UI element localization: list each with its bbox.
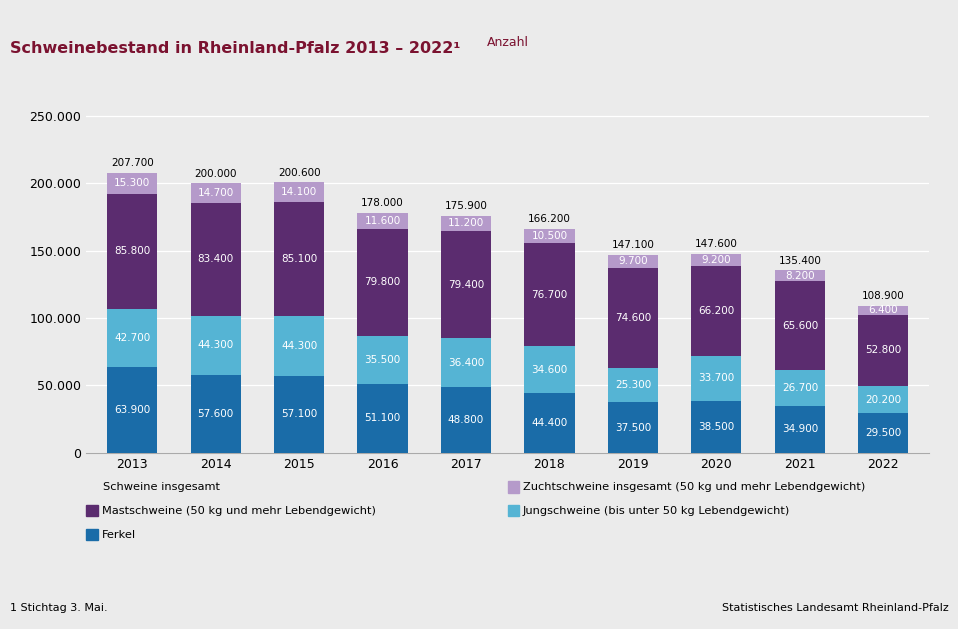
Text: Jungschweine (bis unter 50 kg Lebendgewicht): Jungschweine (bis unter 50 kg Lebendgewi…	[523, 506, 790, 516]
Text: 44.400: 44.400	[532, 418, 567, 428]
Text: 85.100: 85.100	[281, 254, 317, 264]
Text: 35.500: 35.500	[364, 355, 400, 365]
Text: 33.700: 33.700	[698, 373, 735, 383]
Bar	[274, 316, 324, 376]
Text: 11.200: 11.200	[448, 218, 484, 228]
Text: Mastschweine (50 kg und mehr Lebendgewicht): Mastschweine (50 kg und mehr Lebendgewic…	[102, 506, 376, 516]
Text: 44.300: 44.300	[281, 341, 317, 351]
Bar	[858, 386, 908, 413]
Bar	[191, 203, 240, 316]
Bar	[858, 314, 908, 386]
Text: Statistisches Landesamt Rheinland-Pfalz: Statistisches Landesamt Rheinland-Pfalz	[721, 603, 948, 613]
Text: 74.600: 74.600	[615, 313, 651, 323]
Text: 108.900: 108.900	[862, 291, 904, 301]
Text: 79.800: 79.800	[364, 277, 400, 287]
Text: 44.300: 44.300	[197, 340, 234, 350]
Text: 178.000: 178.000	[361, 198, 404, 208]
Text: 1 Stichtag 3. Mai.: 1 Stichtag 3. Mai.	[10, 603, 107, 613]
Text: 57.100: 57.100	[281, 409, 317, 420]
Text: 48.800: 48.800	[448, 415, 484, 425]
Bar	[274, 182, 324, 201]
Text: 8.200: 8.200	[785, 271, 814, 281]
Bar	[441, 338, 491, 387]
Text: Zuchtschweine insgesamt (50 kg und mehr Lebendgewicht): Zuchtschweine insgesamt (50 kg und mehr …	[523, 482, 865, 493]
Bar	[775, 370, 825, 406]
Text: 26.700: 26.700	[782, 383, 818, 393]
Text: 63.900: 63.900	[114, 405, 150, 415]
Text: 51.100: 51.100	[364, 413, 400, 423]
Bar	[357, 384, 407, 453]
Text: 37.500: 37.500	[615, 423, 651, 433]
Text: 166.200: 166.200	[528, 214, 571, 224]
Text: Anzahl: Anzahl	[487, 36, 529, 49]
Text: Ferkel: Ferkel	[102, 530, 136, 540]
Bar	[775, 281, 825, 370]
Text: 175.900: 175.900	[445, 201, 488, 211]
Text: 147.100: 147.100	[611, 240, 654, 250]
Text: 14.100: 14.100	[281, 187, 317, 197]
Text: 36.400: 36.400	[448, 357, 484, 367]
Text: 34.600: 34.600	[532, 365, 567, 375]
Text: 79.400: 79.400	[448, 279, 484, 289]
Text: 20.200: 20.200	[865, 394, 901, 404]
Text: 76.700: 76.700	[532, 290, 567, 299]
Bar	[274, 201, 324, 316]
Bar	[441, 387, 491, 453]
Bar	[107, 367, 157, 453]
Text: 14.700: 14.700	[197, 188, 234, 198]
Bar	[357, 228, 407, 336]
Bar	[107, 173, 157, 194]
Text: 66.200: 66.200	[698, 306, 735, 316]
Text: 135.400: 135.400	[779, 255, 821, 265]
Bar	[107, 309, 157, 367]
Text: 42.700: 42.700	[114, 333, 150, 343]
Text: 25.300: 25.300	[615, 381, 651, 390]
Text: 147.600: 147.600	[695, 239, 738, 249]
Text: Schweine insgesamt: Schweine insgesamt	[103, 482, 220, 493]
Text: 207.700: 207.700	[111, 159, 153, 168]
Text: 38.500: 38.500	[698, 422, 735, 432]
Bar	[524, 229, 575, 243]
Text: Schweinebestand in Rheinland-Pfalz 2013 – 2022¹: Schweinebestand in Rheinland-Pfalz 2013 …	[10, 41, 460, 56]
Bar	[775, 270, 825, 281]
Text: 83.400: 83.400	[197, 254, 234, 264]
Bar	[775, 406, 825, 453]
Bar	[524, 347, 575, 393]
Text: 200.600: 200.600	[278, 168, 320, 178]
Text: 11.600: 11.600	[364, 216, 400, 226]
Text: 65.600: 65.600	[782, 321, 818, 331]
Bar	[608, 368, 658, 403]
Text: 34.900: 34.900	[782, 425, 818, 435]
Bar	[608, 403, 658, 453]
Bar	[692, 355, 741, 401]
Bar	[191, 376, 240, 453]
Bar	[107, 194, 157, 309]
Bar	[191, 316, 240, 376]
Bar	[858, 306, 908, 314]
Bar	[524, 393, 575, 453]
Text: 200.000: 200.000	[194, 169, 237, 179]
Text: 29.500: 29.500	[865, 428, 901, 438]
Bar	[608, 255, 658, 268]
Bar	[441, 231, 491, 338]
Text: 15.300: 15.300	[114, 178, 150, 188]
Bar	[692, 266, 741, 355]
Bar	[858, 413, 908, 453]
Bar	[357, 336, 407, 384]
Text: 6.400: 6.400	[869, 306, 899, 315]
Text: 9.200: 9.200	[701, 255, 731, 265]
Bar	[692, 254, 741, 266]
Text: 10.500: 10.500	[532, 231, 567, 241]
Text: 9.700: 9.700	[618, 256, 648, 266]
Bar	[441, 216, 491, 231]
Bar	[357, 213, 407, 228]
Bar	[191, 183, 240, 203]
Bar	[608, 268, 658, 368]
Bar	[524, 243, 575, 347]
Bar	[692, 401, 741, 453]
Bar	[274, 376, 324, 453]
Text: 52.800: 52.800	[865, 345, 901, 355]
Text: 85.800: 85.800	[114, 247, 150, 257]
Text: 57.600: 57.600	[197, 409, 234, 419]
